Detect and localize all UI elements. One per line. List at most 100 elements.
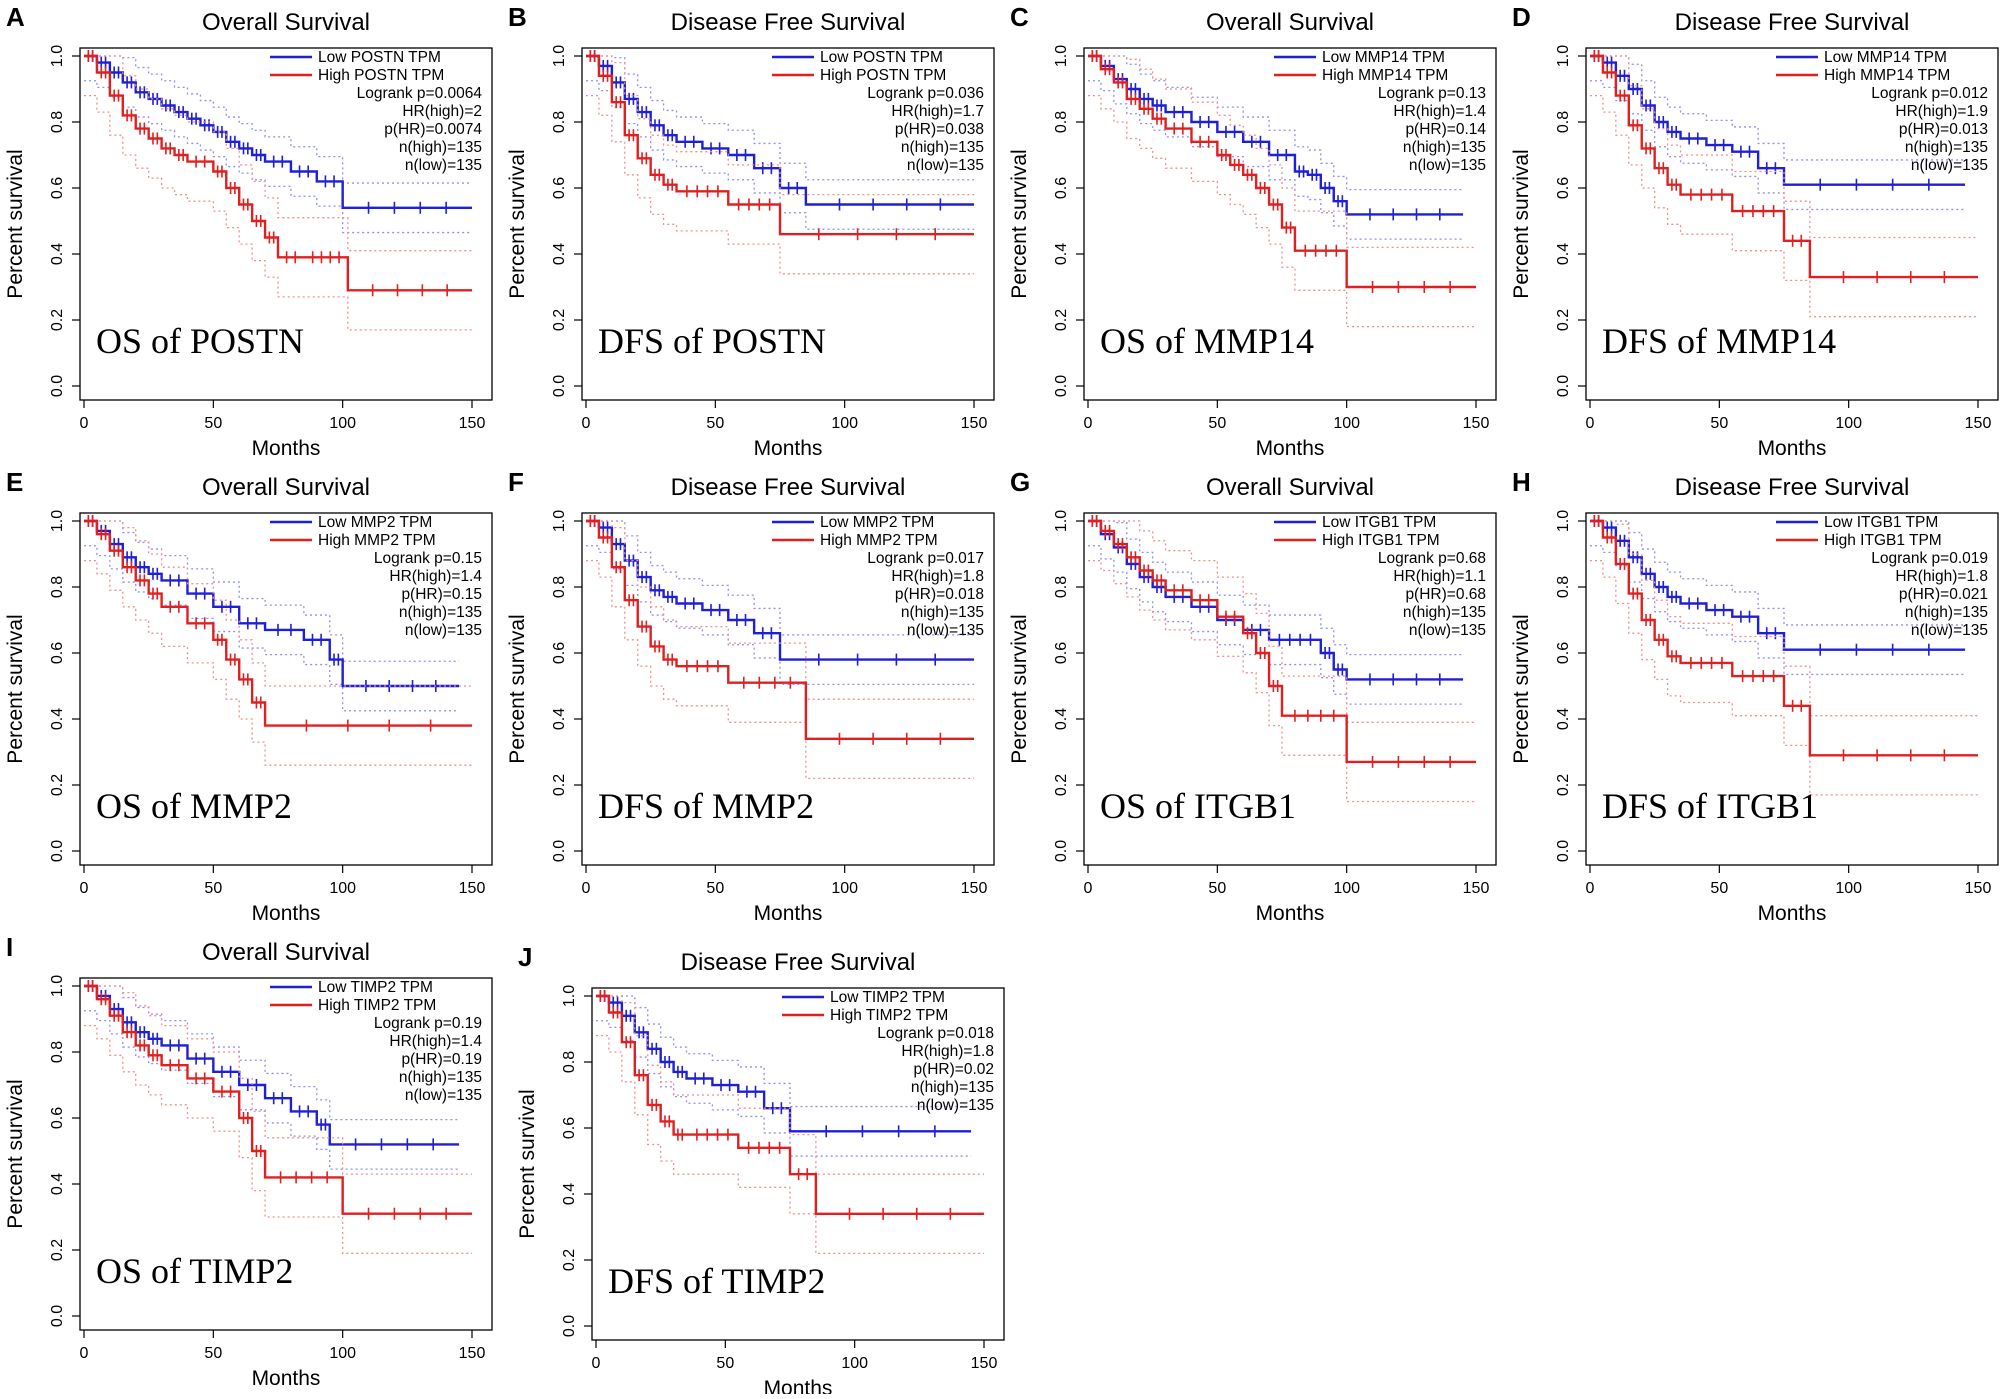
stat-line: p(HR)=0.19 xyxy=(401,1051,482,1068)
low-survival-line xyxy=(586,54,974,206)
stat-line: p(HR)=0.02 xyxy=(913,1061,994,1078)
plot-frame xyxy=(79,977,493,1331)
legend-label: Low POSTN TPM xyxy=(820,49,943,66)
y-tick-label: 0.2 xyxy=(551,309,568,331)
legend-label: Low ITGB1 TPM xyxy=(1824,514,1938,531)
stat-line: p(HR)=0.021 xyxy=(1899,586,1988,603)
low-survival-line xyxy=(84,984,460,1146)
legend-label: Low TIMP2 TPM xyxy=(318,979,433,996)
x-tick-label: 100 xyxy=(329,415,356,432)
legend-label: High MMP14 TPM xyxy=(1824,67,1950,84)
low-ci-upper xyxy=(586,55,974,181)
x-tick-label: 150 xyxy=(459,1345,486,1362)
y-tick-label: 0.4 xyxy=(49,243,66,265)
y-tick-label: 1.0 xyxy=(551,45,568,67)
panel-b: B Disease Free Survival 0.0 0.2 0.4 0.6 0.8 1.0… xyxy=(506,2,995,460)
stat-line: n(high)=135 xyxy=(901,604,984,621)
y-tick-label: 0.0 xyxy=(551,840,568,862)
legend-label: Low MMP14 TPM xyxy=(1322,49,1445,66)
y-tick-label: 1.0 xyxy=(551,510,568,532)
x-tick-label: 50 xyxy=(204,1345,222,1362)
x-tick-label: 150 xyxy=(1463,415,1490,432)
stat-line: n(low)=135 xyxy=(405,157,482,174)
panel-letter: H xyxy=(1512,467,1531,497)
panel-letter: I xyxy=(6,932,13,962)
stat-line: HR(high)=1.4 xyxy=(389,568,482,585)
stat-line: HR(high)=1.4 xyxy=(389,1033,482,1050)
panel-c: C Overall Survival 0.0 0.2 0.4 0.6 0.8 1.0 0 50 10… xyxy=(1008,2,1497,460)
x-tick-label: 100 xyxy=(1333,415,1360,432)
high-ci-upper xyxy=(586,55,974,196)
x-tick-label: 150 xyxy=(961,415,988,432)
x-axis-label: Months xyxy=(1256,437,1325,460)
y-axis-label: Percent survival xyxy=(506,149,529,298)
y-tick-label: 0.0 xyxy=(49,840,66,862)
y-tick-label: 0.2 xyxy=(49,774,66,796)
high-ci-lower xyxy=(1088,94,1476,328)
low-survival-line xyxy=(84,54,472,209)
y-tick-label: 1.0 xyxy=(49,45,66,67)
y-tick-label: 0.2 xyxy=(1555,774,1572,796)
panel-overlay-label: OS of MMP14 xyxy=(1100,321,1314,361)
x-tick-label: 150 xyxy=(459,880,486,897)
x-axis-label: Months xyxy=(754,437,823,460)
y-tick-label: 0.6 xyxy=(49,642,66,664)
legend-label: Low ITGB1 TPM xyxy=(1322,514,1436,531)
high-ci-lower xyxy=(586,94,974,275)
stat-line: p(HR)=0.68 xyxy=(1405,586,1486,603)
high-ci-lower xyxy=(596,1034,984,1255)
y-tick-label: 0.0 xyxy=(1555,840,1572,862)
stat-line: n(high)=135 xyxy=(911,1079,994,1096)
stat-line: Logrank p=0.13 xyxy=(1378,85,1486,102)
stat-line: p(HR)=0.038 xyxy=(895,121,984,138)
y-axis-label: Percent survival xyxy=(506,614,529,763)
high-ci-upper xyxy=(84,55,472,252)
stat-line: n(high)=135 xyxy=(399,139,482,156)
x-tick-label: 0 xyxy=(1586,880,1595,897)
y-tick-label: 0.8 xyxy=(1555,576,1572,598)
y-axis-label: Percent survival xyxy=(4,149,27,298)
y-tick-label: 0.4 xyxy=(551,243,568,265)
chart-title: Overall Survival xyxy=(202,474,370,501)
panel-overlay-label: OS of ITGB1 xyxy=(1100,786,1296,826)
stat-line: p(HR)=0.018 xyxy=(895,586,984,603)
chart-title: Overall Survival xyxy=(202,939,370,966)
y-tick-label: 1.0 xyxy=(49,510,66,532)
x-tick-label: 0 xyxy=(582,880,591,897)
stat-line: Logrank p=0.012 xyxy=(1871,85,1988,102)
stat-line: n(low)=135 xyxy=(1911,622,1988,639)
high-survival-line xyxy=(1088,54,1476,289)
y-tick-label: 0.8 xyxy=(1555,111,1572,133)
low-ci-upper xyxy=(1088,520,1464,656)
y-tick-label: 0.6 xyxy=(49,177,66,199)
stat-line: HR(high)=1.9 xyxy=(1895,103,1988,120)
y-axis-label: Percent survival xyxy=(4,1079,27,1228)
high-survival-line xyxy=(596,994,984,1215)
plot-frame xyxy=(1083,512,1497,866)
y-tick-label: 1.0 xyxy=(1053,510,1070,532)
stat-line: HR(high)=1.4 xyxy=(1393,103,1486,120)
y-tick-label: 0.8 xyxy=(49,1041,66,1063)
plot-frame xyxy=(1585,47,1999,401)
high-survival-line xyxy=(586,54,974,236)
high-ci-lower xyxy=(84,559,472,766)
x-tick-label: 50 xyxy=(204,415,222,432)
x-tick-label: 50 xyxy=(1710,415,1728,432)
chart-title: Disease Free Survival xyxy=(1675,9,1910,36)
stat-line: p(HR)=0.0074 xyxy=(384,121,482,138)
stat-line: Logrank p=0.019 xyxy=(1871,550,1988,567)
y-tick-label: 0.0 xyxy=(1053,840,1070,862)
x-tick-label: 50 xyxy=(1208,880,1226,897)
high-survival-line xyxy=(1590,519,1978,757)
y-tick-label: 1.0 xyxy=(49,975,66,997)
x-tick-label: 0 xyxy=(1084,880,1093,897)
x-tick-label: 150 xyxy=(961,880,988,897)
y-tick-label: 0.8 xyxy=(49,111,66,133)
stat-line: n(high)=135 xyxy=(1905,604,1988,621)
panel-letter: E xyxy=(6,467,23,497)
plot-frame xyxy=(79,512,493,866)
y-tick-label: 0.8 xyxy=(551,576,568,598)
high-ci-upper xyxy=(84,520,472,687)
high-ci-lower xyxy=(1590,559,1978,796)
y-tick-label: 0.8 xyxy=(561,1051,578,1073)
